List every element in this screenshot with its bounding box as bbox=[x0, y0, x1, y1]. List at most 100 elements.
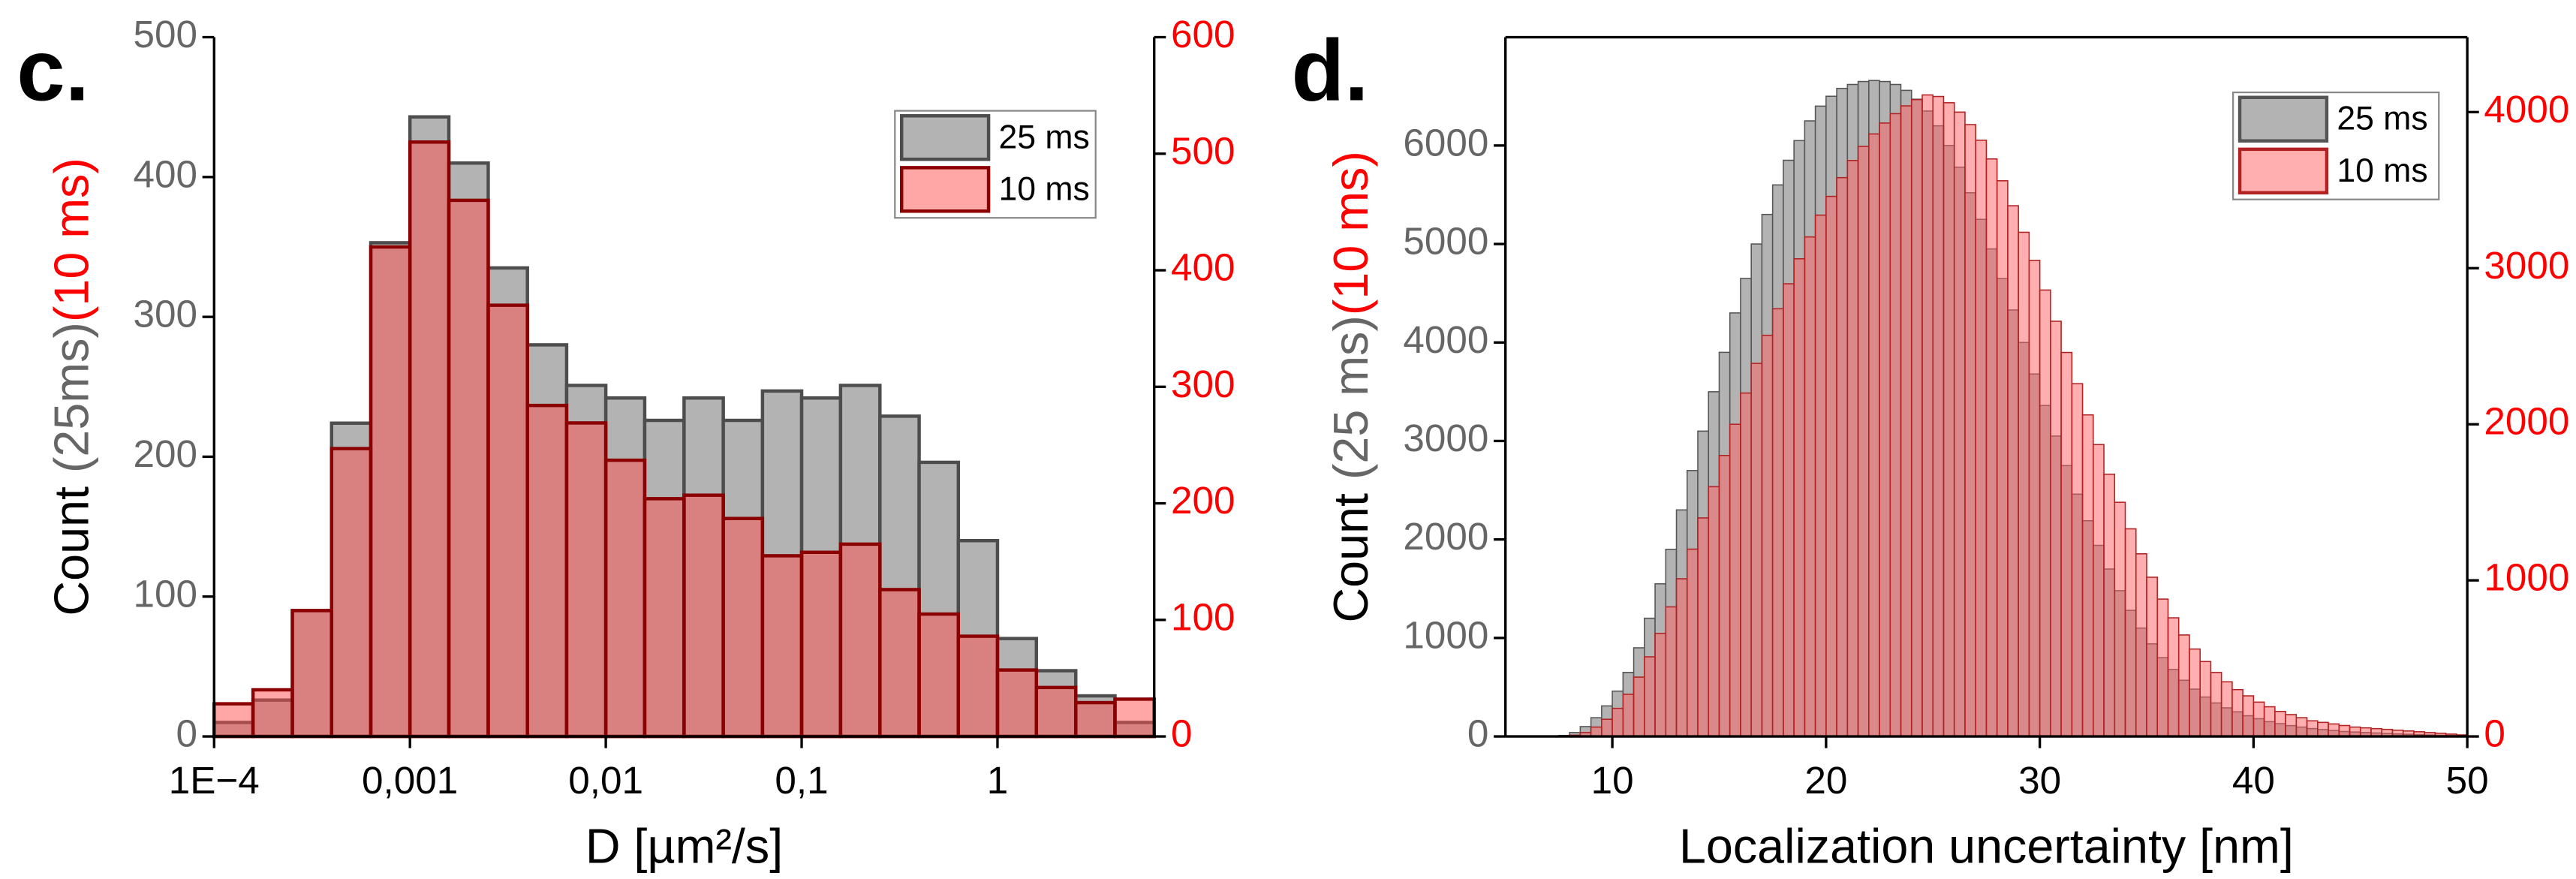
bar bbox=[251, 688, 294, 739]
bar bbox=[1034, 685, 1078, 739]
y2-tick-label: 4000 bbox=[2484, 88, 2569, 131]
legend-label: 10 ms bbox=[998, 170, 1089, 207]
x-tick-label: 0,01 bbox=[568, 759, 643, 802]
bar bbox=[956, 634, 1000, 739]
y2-tick-label: 500 bbox=[1171, 129, 1235, 172]
y-axis-label: Count (25 ms)(10 ms) bbox=[1324, 151, 1378, 622]
bar bbox=[1729, 423, 1741, 737]
bar bbox=[447, 198, 490, 739]
y-tick-label: 3000 bbox=[1403, 417, 1488, 459]
bar bbox=[2039, 289, 2051, 737]
bar bbox=[1665, 606, 1678, 737]
bar bbox=[2114, 501, 2126, 737]
bar bbox=[1113, 697, 1156, 739]
x-tick-label: 20 bbox=[1804, 759, 1847, 802]
y2-tick-label: 2000 bbox=[2484, 400, 2569, 443]
x-tick-label: 1 bbox=[987, 759, 1009, 802]
bar bbox=[1750, 363, 1763, 737]
bar bbox=[1793, 258, 1806, 737]
bar bbox=[2135, 553, 2147, 737]
bar bbox=[2338, 724, 2351, 737]
bar bbox=[1590, 726, 1602, 737]
bar bbox=[525, 403, 569, 739]
bar bbox=[2349, 726, 2361, 737]
bar bbox=[2231, 688, 2243, 737]
bar bbox=[486, 303, 529, 739]
y2-tick-label: 400 bbox=[1171, 246, 1235, 289]
bar bbox=[1814, 214, 1827, 737]
y-tick-label: 100 bbox=[133, 572, 197, 615]
y-axis-label-part: (25ms) bbox=[44, 322, 98, 473]
y-tick-label: 1000 bbox=[1403, 613, 1488, 656]
bar bbox=[2359, 727, 2372, 737]
x-axis-label: Localization uncertainty [nm] bbox=[1679, 820, 2294, 874]
y-tick-label: 0 bbox=[176, 712, 197, 755]
bar bbox=[1868, 133, 1880, 737]
bar bbox=[1996, 180, 2009, 737]
y2-tick-label: 0 bbox=[1171, 712, 1193, 755]
bar bbox=[2295, 717, 2308, 737]
bar bbox=[2167, 617, 2180, 737]
bar bbox=[642, 497, 686, 739]
bar bbox=[917, 612, 961, 739]
x-tick-label: 40 bbox=[2232, 759, 2275, 802]
bar bbox=[2177, 634, 2190, 737]
y-axis-label-part: Count bbox=[44, 473, 98, 616]
bar bbox=[1718, 455, 1731, 737]
bar bbox=[2189, 648, 2201, 737]
y2-tick-label: 0 bbox=[2484, 712, 2505, 755]
bar bbox=[2220, 681, 2233, 737]
bar bbox=[1836, 176, 1849, 737]
bar bbox=[2093, 444, 2105, 737]
bar bbox=[1761, 334, 1774, 737]
bar bbox=[1943, 102, 1955, 737]
x-tick-label: 50 bbox=[2446, 759, 2489, 802]
legend-label: 25 ms bbox=[2337, 101, 2427, 137]
bar bbox=[1622, 694, 1635, 737]
y2-tick-label: 1000 bbox=[2484, 556, 2569, 599]
bar bbox=[1074, 700, 1117, 739]
bar bbox=[1771, 308, 1784, 737]
legend-swatch bbox=[899, 114, 991, 161]
y-tick-label: 4000 bbox=[1403, 318, 1488, 361]
bar bbox=[721, 516, 765, 739]
bar bbox=[2317, 721, 2329, 737]
bar bbox=[2210, 672, 2222, 737]
bar bbox=[1697, 517, 1710, 737]
bar-series bbox=[212, 140, 1156, 739]
y-tick-label: 400 bbox=[133, 152, 197, 195]
bar bbox=[1825, 195, 1837, 737]
y-axis-label-part: Count bbox=[1324, 480, 1378, 622]
y-axis-label-part: (10 ms) bbox=[1324, 151, 1378, 315]
panel-label: c. bbox=[17, 22, 89, 119]
legend-label: 25 ms bbox=[998, 119, 1089, 155]
legend-swatch bbox=[2237, 147, 2329, 195]
panel-label: d. bbox=[1291, 22, 1368, 119]
bar bbox=[1675, 578, 1688, 737]
bar bbox=[1889, 113, 1902, 737]
bar bbox=[1633, 676, 1645, 737]
y-axis-label: Count (25ms)(10 ms) bbox=[44, 158, 98, 616]
x-tick-label: 10 bbox=[1591, 759, 1634, 802]
bar bbox=[2007, 205, 2019, 737]
y-tick-label: 2000 bbox=[1403, 515, 1488, 558]
bar bbox=[1708, 486, 1720, 737]
y2-tick-label: 100 bbox=[1171, 595, 1235, 638]
bar bbox=[1879, 122, 1891, 737]
bar bbox=[1654, 633, 1667, 737]
bar bbox=[2124, 528, 2137, 737]
bar bbox=[1910, 98, 1923, 737]
bar bbox=[2071, 383, 2084, 737]
bar bbox=[212, 702, 255, 739]
bar bbox=[1953, 111, 1966, 737]
bar bbox=[1857, 146, 1870, 737]
x-axis-label: D [µm²/s] bbox=[585, 820, 783, 874]
x-tick-label: 0,001 bbox=[362, 759, 458, 802]
bar bbox=[2285, 714, 2298, 737]
bar bbox=[1783, 283, 1795, 737]
bar bbox=[2018, 231, 2030, 737]
bar bbox=[2156, 598, 2169, 737]
y-tick-label: 500 bbox=[133, 13, 197, 56]
y-tick-label: 0 bbox=[1467, 712, 1489, 755]
